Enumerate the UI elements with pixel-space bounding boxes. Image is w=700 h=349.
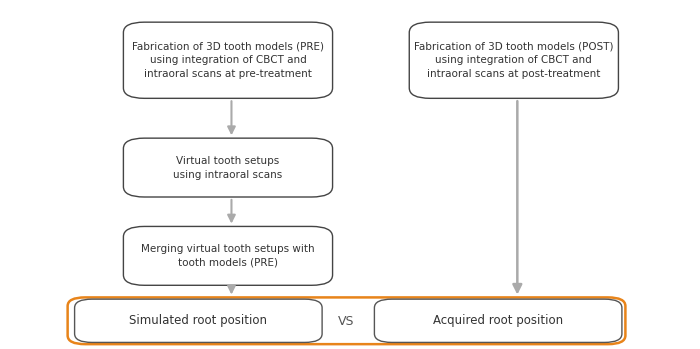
Text: VS: VS bbox=[338, 315, 355, 328]
FancyBboxPatch shape bbox=[123, 138, 332, 197]
Text: Merging virtual tooth setups with
tooth models (PRE): Merging virtual tooth setups with tooth … bbox=[141, 244, 315, 268]
FancyBboxPatch shape bbox=[68, 297, 625, 344]
Text: Virtual tooth setups
using intraoral scans: Virtual tooth setups using intraoral sca… bbox=[174, 156, 283, 180]
FancyBboxPatch shape bbox=[123, 227, 332, 285]
FancyBboxPatch shape bbox=[75, 299, 322, 342]
FancyBboxPatch shape bbox=[410, 22, 618, 98]
FancyBboxPatch shape bbox=[374, 299, 622, 342]
FancyBboxPatch shape bbox=[123, 22, 332, 98]
Text: Fabrication of 3D tooth models (PRE)
using integration of CBCT and
intraoral sca: Fabrication of 3D tooth models (PRE) usi… bbox=[132, 41, 324, 79]
Text: Fabrication of 3D tooth models (POST)
using integration of CBCT and
intraoral sc: Fabrication of 3D tooth models (POST) us… bbox=[414, 41, 614, 79]
Text: Simulated root position: Simulated root position bbox=[130, 314, 267, 327]
Text: Acquired root position: Acquired root position bbox=[433, 314, 564, 327]
